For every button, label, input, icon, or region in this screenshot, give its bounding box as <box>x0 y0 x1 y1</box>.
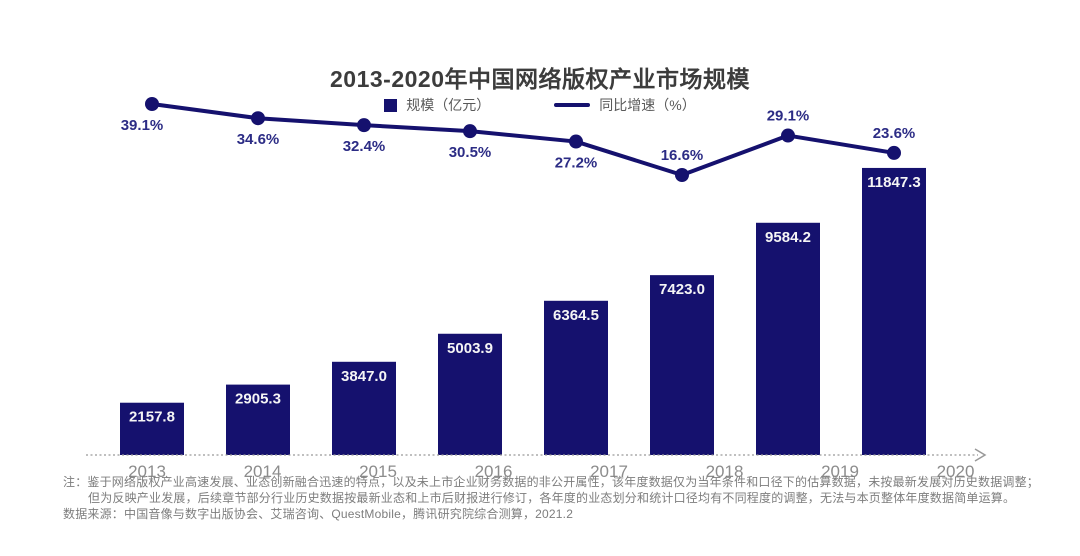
x-axis-label-2018: 2018 <box>706 462 744 481</box>
growth-label-2020: 23.6% <box>873 125 916 142</box>
growth-label-2019: 29.1% <box>767 108 810 125</box>
growth-label-2016: 30.5% <box>449 144 492 161</box>
x-axis-label-2014: 2014 <box>244 462 282 481</box>
growth-marker-2014 <box>251 111 265 126</box>
growth-marker-2015 <box>357 118 371 133</box>
legend-label-market-size: 规模（亿元） <box>406 97 491 113</box>
x-axis-label-2017: 2017 <box>590 462 628 481</box>
bar-value-label-2018: 7423.0 <box>659 281 705 298</box>
bar-2014 <box>226 384 290 455</box>
bar-2017 <box>544 300 608 455</box>
bar-value-label-2020: 11847.3 <box>867 174 920 191</box>
bar-value-label-2014: 2905.3 <box>235 391 281 408</box>
bar-2020 <box>862 167 926 455</box>
footnotes: 注：鉴于网络版权产业高速发展、业态创新融合迅速的特点，以及未上市企业财务数据的非… <box>63 474 1063 522</box>
line-series-swatch-icon <box>554 103 591 107</box>
bar-value-label-2017: 6364.5 <box>553 307 599 324</box>
growth-marker-2020 <box>887 145 901 160</box>
bar-value-label-2013: 2157.8 <box>129 409 175 426</box>
growth-marker-2019 <box>781 128 795 143</box>
bar-value-label-2016: 5003.9 <box>447 340 493 357</box>
x-axis-label-2016: 2016 <box>475 462 513 481</box>
x-axis-label-2019: 2019 <box>821 462 859 481</box>
growth-line <box>151 102 895 178</box>
growth-label-2015: 32.4% <box>343 138 386 155</box>
legend-item-market-size: 规模（亿元） <box>384 95 490 115</box>
bar-2018 <box>650 275 714 455</box>
legend-label-growth-rate: 同比增速（%） <box>599 97 696 113</box>
x-axis-label-2015: 2015 <box>359 462 397 481</box>
growth-marker-2013 <box>145 97 159 112</box>
growth-marker-2018 <box>675 168 689 183</box>
footnote-line-2: 但为反映产业发展，后续章节部分行业历史数据按最新业态和上市后财报进行修订，各年度… <box>88 491 1016 505</box>
bar-2013 <box>120 402 184 455</box>
bar-2015 <box>332 361 396 455</box>
bar-value-label-2019: 9584.2 <box>765 229 811 246</box>
bar-value-label-2015: 3847.0 <box>341 368 387 385</box>
chart-legend: 规模（亿元） 同比增速（%） <box>0 94 1080 116</box>
bar-2019 <box>756 222 820 455</box>
x-axis-label-2013: 2013 <box>128 462 166 481</box>
growth-label-2017: 27.2% <box>555 155 598 172</box>
growth-label-2018: 16.6% <box>661 147 704 164</box>
bar-2016 <box>438 333 502 455</box>
growth-label-2014: 34.6% <box>237 131 280 148</box>
growth-marker-2016 <box>463 124 477 139</box>
chart-title: 2013-2020年中国网络版权产业市场规模 <box>330 66 750 92</box>
x-axis-arrow-icon <box>974 448 987 462</box>
footnote-line-1: 注：鉴于网络版权产业高速发展、业态创新融合迅速的特点，以及未上市企业财务数据的非… <box>63 475 1040 489</box>
x-axis-label-2020: 2020 <box>937 462 975 481</box>
footnote-line-3: 数据来源：中国音像与数字出版协会、艾瑞咨询、QuestMobile，腾讯研究院综… <box>63 507 574 521</box>
growth-marker-2017 <box>569 134 583 149</box>
legend-item-growth-rate: 同比增速（%） <box>554 95 696 115</box>
growth-label-2013: 39.1% <box>121 117 164 134</box>
bar-series-swatch-icon <box>384 98 398 112</box>
